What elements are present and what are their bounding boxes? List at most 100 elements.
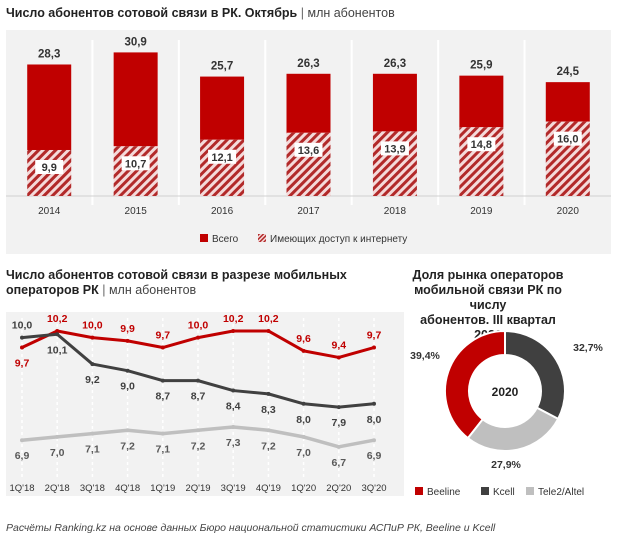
bar-internet-label: 12,1 — [211, 152, 232, 164]
bar-total — [27, 64, 72, 150]
line-quarter-label: 2Q'19 — [185, 483, 210, 494]
line-point-tele2 — [372, 438, 376, 443]
line-point-kcell — [336, 405, 341, 410]
bar-internet — [200, 139, 245, 196]
legend-swatch-kcell — [481, 487, 489, 495]
line-point-beeline — [125, 338, 130, 343]
bar-total — [545, 82, 590, 122]
line-label-tele2: 7,0 — [50, 447, 65, 459]
line-quarter-label: 4Q'19 — [256, 483, 281, 494]
line-point-beeline — [196, 335, 200, 340]
legend-label-tele2: Tele2/Altel — [538, 487, 584, 498]
share-title-line1: Доля рынка операторов — [412, 268, 564, 282]
line-point-kcell — [160, 378, 165, 383]
line-label-tele2: 7,2 — [191, 440, 206, 452]
bar-total — [113, 52, 158, 147]
legend-swatch-total — [200, 234, 208, 242]
line-quarter-label: 2Q'20 — [326, 483, 351, 494]
bar-internet-label-bg — [467, 137, 496, 152]
line-label-tele2: 7,2 — [120, 440, 135, 452]
line-label-tele2: 6,7 — [331, 457, 346, 469]
bar-chart: 28,3 9,9 2014 30,9 10,7 2015 25,7 12,1 2016 26,3 1… — [6, 36, 611, 245]
legend-swatch-internet — [258, 234, 266, 242]
donut-center-label: 2020 — [492, 385, 519, 399]
line-point-beeline — [301, 348, 306, 353]
subscribers-unit: млн абонентов — [307, 6, 395, 20]
line-point-kcell — [55, 332, 60, 337]
line-point-tele2 — [266, 428, 271, 433]
line-point-beeline — [55, 328, 60, 333]
bar-internet-label: 13,9 — [384, 143, 405, 155]
line-quarter-label: 3Q'19 — [221, 483, 246, 494]
bar-total — [286, 73, 331, 133]
bar-internet — [113, 146, 158, 196]
donut-slice-tele2 — [466, 406, 560, 452]
line-label-tele2: 7,0 — [296, 447, 311, 459]
line-quarter-label: 3Q'20 — [361, 483, 386, 494]
bar-total-label: 28,3 — [38, 48, 60, 60]
donut-label-tele2: 27,9% — [491, 459, 521, 471]
operators-unit: млн абонентов — [108, 283, 197, 297]
bar-year-label: 2017 — [297, 206, 320, 217]
line-point-kcell — [301, 401, 306, 406]
line-point-beeline — [266, 328, 271, 333]
line-label-kcell: 8,0 — [367, 414, 382, 426]
operators-title-line2-wrap: операторов РК | млн абонентов — [6, 283, 347, 298]
bar-internet — [372, 131, 417, 196]
line-label-kcell: 8,7 — [155, 391, 170, 403]
line-label-beeline: 9,4 — [331, 339, 346, 351]
donut-chart: 2020 39,4% 32,7% 27,9% Beeline Kcell Tele2/Alt… — [410, 329, 604, 498]
bar-internet-label-bg — [35, 159, 64, 174]
line-point-tele2 — [20, 438, 24, 443]
bar-total-label: 25,7 — [211, 61, 233, 73]
bar-total — [200, 76, 245, 140]
line-label-kcell: 8,3 — [261, 404, 276, 416]
line-point-beeline — [160, 345, 165, 350]
bar-internet-label-bg — [380, 141, 409, 156]
line-quarter-label: 1Q'20 — [291, 483, 316, 494]
line-chart: 9,7 10,2 10,0 9,9 9,7 10,0 10,2 10,2 9,6 9,4 9,7 10… — [9, 313, 386, 494]
bar-year-label: 2018 — [384, 206, 407, 217]
line-label-kcell: 7,9 — [331, 417, 346, 429]
line-point-kcell — [90, 362, 95, 367]
legend-swatch-beeline — [415, 487, 423, 495]
bar-year-label: 2014 — [38, 206, 61, 217]
line-point-beeline — [336, 355, 341, 360]
line-quarter-label: 3Q'18 — [80, 483, 105, 494]
line-point-kcell — [20, 335, 24, 340]
line-label-beeline: 10,0 — [82, 320, 103, 332]
line-label-beeline: 9,7 — [367, 330, 382, 342]
donut-slice-kcell — [504, 329, 566, 421]
bar-year-label: 2015 — [125, 206, 148, 217]
line-label-beeline: 10,0 — [188, 320, 209, 332]
donut-label-kcell: 32,7% — [573, 342, 603, 354]
bar-year-label: 2016 — [211, 206, 234, 217]
line-label-kcell: 8,4 — [226, 401, 241, 413]
line-label-tele2: 6,9 — [15, 450, 30, 462]
line-point-tele2 — [231, 424, 236, 429]
donut-label-beeline: 39,4% — [410, 350, 440, 362]
bar-total-label: 30,9 — [124, 36, 146, 48]
line-point-kcell — [372, 401, 376, 406]
legend-label-kcell: Kcell — [493, 487, 515, 498]
bar-internet — [286, 132, 331, 196]
line-label-tele2: 7,3 — [226, 437, 241, 449]
footnote: Расчёты Ranking.kz на основе данных Бюро… — [6, 522, 496, 534]
title-separator: | — [300, 6, 304, 20]
line-point-tele2 — [301, 434, 306, 439]
line-point-tele2 — [196, 428, 200, 433]
bar-internet-label: 16,0 — [557, 134, 578, 146]
line-label-kcell: 8,7 — [191, 391, 206, 403]
line-point-beeline — [20, 345, 24, 350]
line-point-beeline — [231, 328, 236, 333]
bar-internet-label-bg — [553, 131, 582, 146]
line-point-kcell — [196, 378, 200, 383]
bar-total — [459, 75, 504, 128]
line-point-tele2 — [55, 434, 60, 439]
subscribers-chart-title: Число абонентов сотовой связи в РК. Октя… — [6, 6, 395, 21]
line-label-kcell: 9,2 — [85, 374, 100, 386]
line-label-tele2: 7,1 — [85, 444, 100, 456]
line-label-kcell: 9,0 — [120, 381, 135, 393]
bar-total-label: 26,3 — [384, 58, 406, 70]
